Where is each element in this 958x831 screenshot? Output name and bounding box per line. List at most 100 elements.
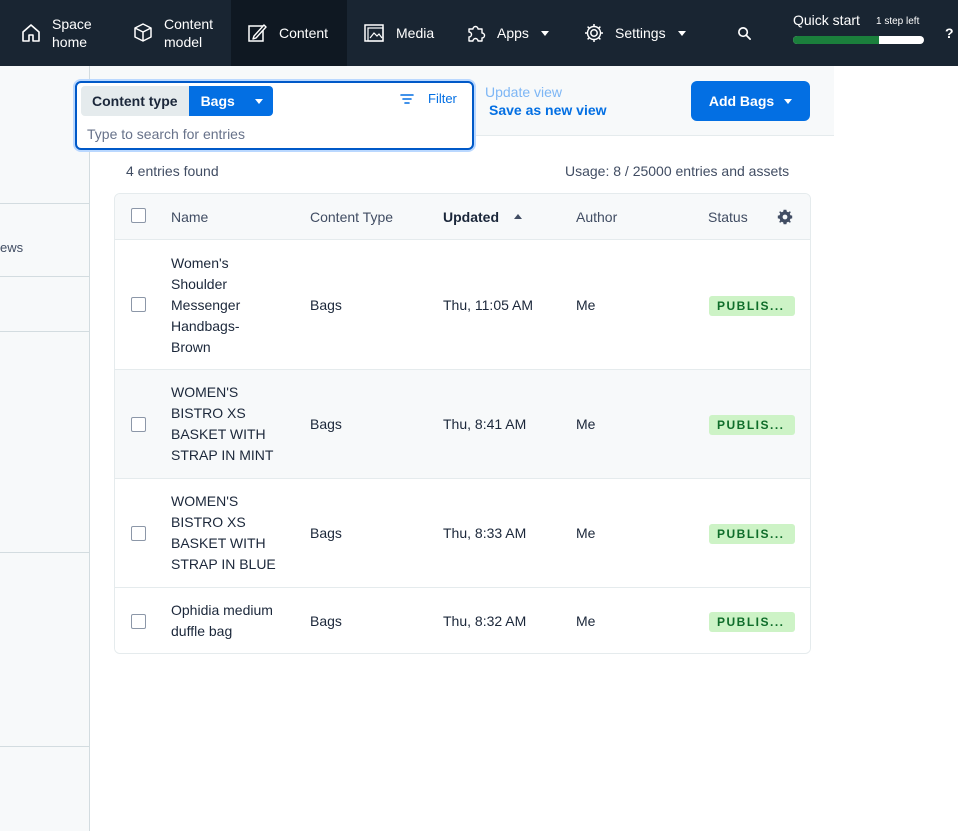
filter-icon (400, 93, 414, 104)
entry-author: Me (576, 297, 596, 313)
row-checkbox[interactable] (131, 297, 146, 312)
sidebar-divider (0, 552, 89, 553)
save-as-new-view-link[interactable]: Save as new view (489, 102, 607, 118)
entry-updated: Thu, 8:41 AM (443, 416, 527, 432)
nav-media-label: Media (396, 25, 435, 41)
home-icon (22, 24, 40, 42)
quick-start-title: Quick start (793, 12, 860, 28)
entry-name-line: duffle bag (171, 623, 233, 639)
entry-name-line: Ophidia medium (171, 602, 273, 618)
column-header-content-type[interactable]: Content Type (310, 209, 394, 225)
content-type-value: Bags (200, 93, 235, 109)
puzzle-icon (468, 25, 486, 42)
nav-content-label: Content (279, 25, 329, 41)
sidebar-divider (0, 331, 89, 332)
row-checkbox[interactable] (131, 526, 146, 541)
search-input[interactable] (87, 123, 457, 145)
quick-start-progress-fill (793, 36, 880, 44)
chevron-down-icon (540, 30, 549, 36)
entry-author: Me (576, 525, 596, 541)
column-header-status[interactable]: Status (708, 209, 748, 225)
gear-icon[interactable] (777, 209, 793, 225)
column-header-author[interactable]: Author (576, 209, 618, 225)
entry-updated: Thu, 11:05 AM (443, 297, 534, 313)
quick-start-progress-bar (793, 36, 924, 44)
add-entry-label: Add Bags (708, 93, 775, 109)
column-header-updated[interactable]: Updated (443, 209, 499, 225)
nav-content-model[interactable]: Content model (132, 0, 230, 66)
entry-name[interactable]: Women's Shoulder Messenger Handbags- Bro… (171, 253, 291, 358)
sidebar-divider (0, 276, 89, 277)
entry-author: Me (576, 416, 596, 432)
table-row[interactable]: Ophidia medium duffle bag Bags Thu, 8:32… (115, 588, 810, 653)
entry-name-line: WOMEN'S (171, 493, 239, 509)
quick-start-steps-left: 1 step left (876, 16, 920, 27)
entry-name[interactable]: Ophidia medium duffle bag (171, 600, 296, 642)
nav-media[interactable]: Media (362, 0, 442, 66)
entry-name-line: BISTRO XS (171, 514, 246, 530)
row-checkbox[interactable] (131, 614, 146, 629)
entry-name-line: Handbags- (171, 318, 240, 334)
edit-icon (248, 24, 267, 42)
content-type-select[interactable]: Bags (188, 86, 273, 116)
help-button[interactable]: ? (945, 0, 958, 66)
entry-name-line: Messenger (171, 297, 241, 313)
table-row[interactable]: Women's Shoulder Messenger Handbags- Bro… (115, 240, 810, 370)
content-type-pill[interactable]: Content type Bags (81, 86, 273, 116)
help-icon: ? (945, 25, 954, 41)
update-view-link[interactable]: Update view (485, 84, 563, 100)
sidebar-item-views[interactable]: ews (0, 240, 24, 255)
nav-content-model-line1: Content (164, 16, 214, 32)
nav-space-home-line1: Space (52, 16, 92, 32)
sidebar-divider (0, 203, 89, 204)
filter-button[interactable]: Filter (400, 91, 457, 106)
entry-name[interactable]: WOMEN'S BISTRO XS BASKET WITH STRAP IN B… (171, 491, 291, 575)
cube-icon (134, 23, 152, 42)
column-header-name[interactable]: Name (171, 209, 209, 225)
entry-name-line: WOMEN'S (171, 384, 239, 400)
table-row[interactable]: WOMEN'S BISTRO XS BASKET WITH STRAP IN B… (115, 479, 810, 588)
add-entry-button[interactable]: Add Bags (691, 81, 810, 121)
sort-ascending-icon[interactable] (514, 214, 522, 219)
filter-label: Filter (428, 91, 457, 106)
nav-apps-label: Apps (497, 25, 529, 41)
entry-name-line: BASKET WITH (171, 535, 266, 551)
status-badge: PUBLIS... (709, 612, 795, 632)
sidebar: ews (0, 66, 90, 831)
search-bar[interactable]: Content type Bags Filter (75, 81, 474, 150)
entry-updated: Thu, 8:33 AM (443, 525, 527, 541)
nav-settings-label: Settings (615, 25, 666, 41)
nav-content[interactable]: Content (231, 0, 347, 66)
entry-name[interactable]: WOMEN'S BISTRO XS BASKET WITH STRAP IN M… (171, 382, 291, 466)
entry-name-line: Shoulder (171, 276, 228, 292)
entry-name-line: STRAP IN MINT (171, 447, 274, 463)
nav-content-model-line2: model (164, 34, 203, 50)
search-icon (738, 26, 751, 40)
image-icon (364, 24, 384, 42)
row-checkbox[interactable] (131, 417, 146, 432)
status-badge: PUBLIS... (709, 524, 795, 544)
entry-name-line: BISTRO XS (171, 405, 246, 421)
select-all-checkbox[interactable] (131, 208, 146, 223)
nav-settings[interactable]: Settings (583, 0, 693, 66)
status-badge: PUBLIS... (709, 415, 795, 435)
table-row[interactable]: WOMEN'S BISTRO XS BASKET WITH STRAP IN M… (115, 370, 810, 479)
entry-name-line: BASKET WITH (171, 426, 266, 442)
chevron-down-icon (784, 98, 793, 104)
gear-icon (585, 24, 603, 42)
quick-start[interactable]: Quick start 1 step left (793, 12, 924, 44)
top-navigation: Space home Content model Content Media A… (0, 0, 958, 66)
nav-space-home[interactable]: Space home (20, 0, 110, 66)
entry-name-line: STRAP IN BLUE (171, 556, 276, 572)
chevron-down-icon (677, 30, 686, 36)
nav-apps[interactable]: Apps (465, 0, 555, 66)
nav-space-home-line2: home (52, 34, 88, 50)
chevron-down-icon (254, 98, 263, 104)
entry-name-line: Women's (171, 255, 229, 271)
table-header: Name Content Type Updated Author Status (115, 194, 810, 240)
entry-name-line: Brown (171, 339, 211, 355)
entry-content-type: Bags (310, 297, 342, 313)
usage-info: Usage: 8 / 25000 entries and assets (565, 163, 790, 179)
nav-search[interactable] (737, 0, 757, 66)
entry-updated: Thu, 8:32 AM (443, 613, 527, 629)
